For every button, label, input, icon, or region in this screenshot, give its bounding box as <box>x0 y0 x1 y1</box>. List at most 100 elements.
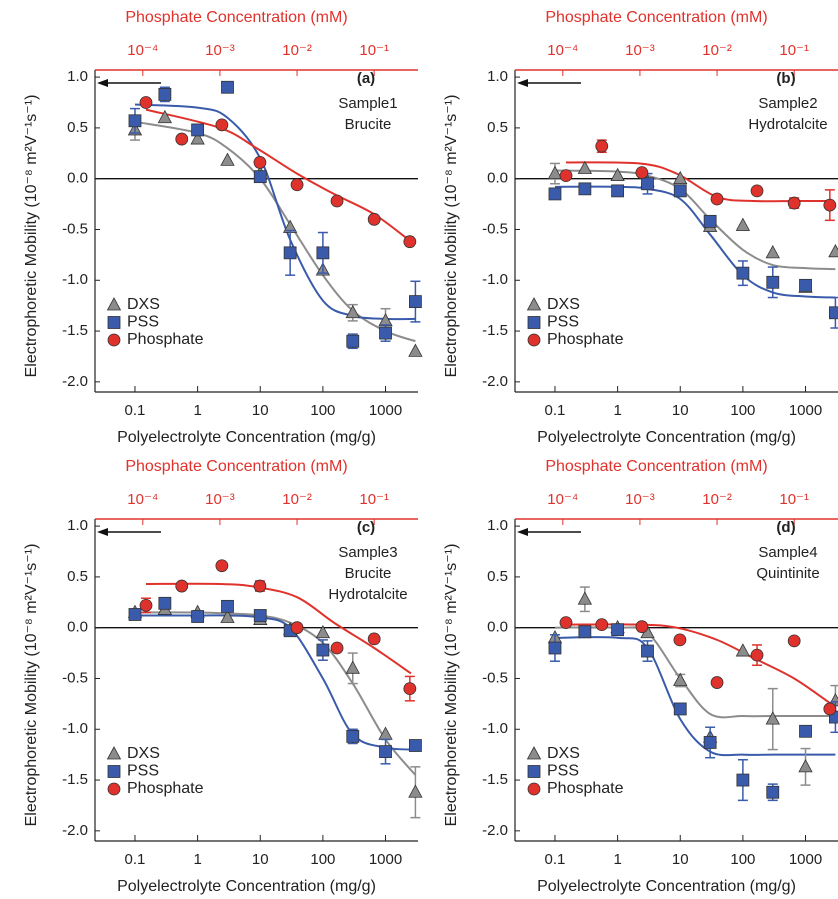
y-tick-label: 1.0 <box>67 68 88 85</box>
point <box>157 109 173 124</box>
point <box>611 184 625 198</box>
point <box>577 160 593 174</box>
point <box>345 304 360 319</box>
point <box>139 96 153 109</box>
annotation: Sample2 <box>758 95 817 112</box>
point <box>220 609 235 623</box>
legend-marker <box>527 333 541 347</box>
y-tick-label: 1.0 <box>487 517 508 534</box>
legend-label: Phosphate <box>547 331 624 348</box>
point <box>158 87 172 101</box>
point <box>703 214 717 228</box>
y-tick-label: -0.5 <box>482 220 508 237</box>
point <box>408 343 423 357</box>
panel: 1.0 0.5 0.0 -0.5 -1.0 -1.5 -2.0 0.1 1 10 100 1000 10… <box>23 9 423 446</box>
x2-tick-label: 10⁻² <box>702 42 732 59</box>
point <box>215 118 229 132</box>
point <box>191 123 205 137</box>
x2-axis-title: Phosphate Concentration (mM) <box>125 458 347 475</box>
x-tick-label: 0.1 <box>545 402 566 419</box>
point <box>403 682 417 696</box>
point <box>750 648 764 662</box>
legend-marker <box>107 782 121 796</box>
point <box>221 599 234 613</box>
panel-label: (d) <box>776 519 795 536</box>
point <box>345 660 360 674</box>
x2-tick-label: 10⁻⁴ <box>547 491 578 508</box>
x-tick-label: 0.1 <box>125 402 146 419</box>
y-tick-label: -1.0 <box>482 271 508 288</box>
x2-tick-label: 10⁻² <box>282 491 312 508</box>
point <box>799 724 812 738</box>
legend-label: DXS <box>547 745 580 762</box>
point <box>595 139 609 153</box>
x2-tick-label: 10⁻¹ <box>779 491 809 508</box>
y-tick-label: 0.0 <box>487 170 508 187</box>
annotation: Hydrotalcite <box>748 116 827 133</box>
legend-label: Phosphate <box>127 331 204 348</box>
x2-tick-label: 10⁻³ <box>205 42 235 59</box>
point <box>765 711 780 725</box>
point <box>316 643 330 657</box>
point <box>346 729 360 743</box>
x-axis-title: Polyelectrolyte Concentration (mg/g) <box>117 429 376 446</box>
y-tick-label: 0.5 <box>67 119 88 136</box>
point <box>559 169 573 183</box>
x2-axis-title: Phosphate Concentration (mM) <box>545 458 767 475</box>
point <box>823 702 837 716</box>
legend-marker <box>107 333 121 347</box>
legend-marker <box>527 765 541 778</box>
x2-axis-title: Phosphate Concentration (mM) <box>125 9 347 26</box>
y-tick-label: -1.5 <box>482 322 508 339</box>
y-tick-label: 0.0 <box>487 619 508 636</box>
annotation: Hydrotalcite <box>328 586 407 603</box>
point <box>766 785 780 799</box>
point <box>641 177 654 191</box>
point <box>315 624 331 639</box>
point <box>595 618 609 632</box>
x-tick-label: 10 <box>672 851 689 868</box>
point <box>641 644 654 658</box>
point <box>673 633 687 647</box>
legend-marker <box>106 297 122 311</box>
x2-tick-label: 10⁻⁴ <box>127 491 158 508</box>
x-tick-label: 100 <box>310 402 335 419</box>
point <box>559 616 573 630</box>
x-axis-title: Polyelectrolyte Concentration (mg/g) <box>117 878 376 895</box>
x-tick-label: 10 <box>672 402 689 419</box>
point <box>828 243 838 258</box>
point <box>379 745 392 759</box>
legend-label: DXS <box>127 296 160 313</box>
y-tick-label: -2.0 <box>482 373 508 390</box>
point <box>330 194 344 208</box>
x-tick-label: 10 <box>252 851 269 868</box>
legend-label: PSS <box>127 314 159 331</box>
point <box>409 295 422 308</box>
point <box>367 212 381 226</box>
annotation: Sample3 <box>338 544 397 561</box>
point <box>220 152 235 166</box>
point <box>799 278 812 292</box>
x-tick-label: 1 <box>193 402 201 419</box>
point <box>367 632 381 646</box>
point <box>190 131 205 145</box>
point <box>611 623 625 637</box>
point <box>750 184 764 198</box>
point <box>829 306 838 320</box>
point <box>548 641 562 655</box>
x-tick-label: 1000 <box>789 851 822 868</box>
x2-tick-label: 10⁻¹ <box>779 42 809 59</box>
point <box>253 579 267 593</box>
point <box>823 198 837 212</box>
point <box>703 736 717 749</box>
legend-label: Phosphate <box>127 780 204 797</box>
legend-label: PSS <box>547 314 579 331</box>
y-tick-label: -0.5 <box>62 220 88 237</box>
legend-marker <box>106 746 122 760</box>
panel: 1.0 0.5 0.0 -0.5 -1.0 -1.5 -2.0 0.1 1 10 100 1000 10… <box>443 9 838 446</box>
y-tick-label: -0.5 <box>482 669 508 686</box>
y-tick-label: -1.5 <box>62 771 88 788</box>
point <box>578 625 592 639</box>
point <box>175 132 189 146</box>
